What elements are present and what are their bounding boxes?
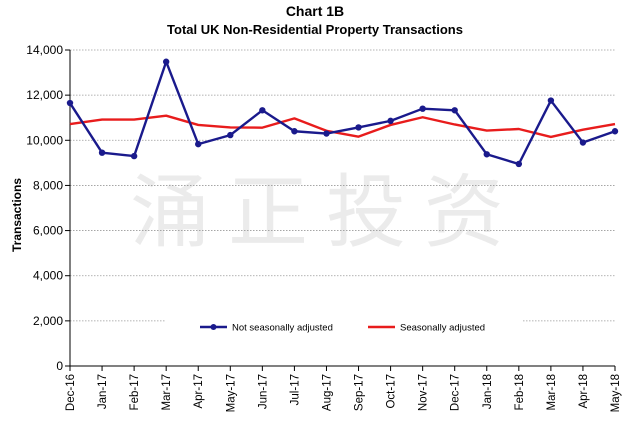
- x-tick-label: Jan-17: [97, 374, 109, 409]
- chart-title: Chart 1B: [285, 3, 345, 19]
- x-tick-label: May-17: [225, 374, 237, 412]
- x-tick-label: Dec-16: [65, 374, 77, 411]
- y-tick-label: 8,000: [33, 178, 63, 192]
- x-tick-label: Dec-17: [450, 374, 462, 411]
- x-tick-label: Mar-18: [546, 374, 558, 410]
- y-tick-label: 12,000: [26, 88, 63, 102]
- data-point: [355, 124, 362, 131]
- x-tick-label: Jan-18: [482, 374, 494, 409]
- legend-label: Not seasonally adjusted: [232, 323, 333, 334]
- y-tick-label: 14,000: [26, 43, 63, 57]
- x-tick-label: Nov-17: [418, 374, 430, 411]
- series-line: [68, 60, 616, 166]
- legend-label: Seasonally adjusted: [400, 323, 485, 334]
- series-line: [69, 114, 616, 139]
- x-tick-label: Sep-17: [354, 374, 366, 411]
- x-tick-label: Apr-18: [578, 374, 590, 409]
- x-tick-label: Mar-17: [161, 374, 173, 410]
- data-point: [323, 130, 330, 137]
- data-point: [66, 99, 74, 107]
- data-point: [611, 128, 619, 135]
- x-tick-label: Aug-17: [321, 374, 333, 411]
- x-tick-label: Feb-17: [129, 374, 141, 410]
- legend-box: [165, 315, 522, 337]
- legend-marker: [210, 324, 217, 330]
- y-tick-label: 2,000: [33, 314, 63, 328]
- data-point: [227, 131, 234, 139]
- y-tick-label: 6,000: [33, 224, 63, 238]
- data-point: [515, 160, 523, 168]
- data-point: [259, 107, 266, 114]
- data-point: [387, 117, 394, 125]
- data-point: [130, 152, 138, 160]
- data-point: [195, 140, 202, 148]
- data-point: [451, 107, 458, 114]
- data-point: [547, 97, 555, 104]
- data-point: [419, 105, 426, 112]
- chart-subtitle: Total UK Non-Residential Property Transa…: [167, 22, 463, 37]
- data-point: [98, 149, 106, 156]
- data-point: [291, 128, 298, 135]
- x-tick-label: Feb-18: [514, 374, 526, 410]
- y-tick-label: 0: [56, 359, 63, 373]
- data-point: [162, 58, 170, 65]
- y-tick-label: 4,000: [33, 269, 63, 283]
- x-tick-label: May-18: [610, 374, 622, 412]
- x-tick-label: Jul-17: [289, 374, 301, 405]
- data-point: [579, 139, 587, 146]
- watermark-text: 涌正投资: [130, 166, 522, 259]
- x-tick-label: Jun-17: [257, 374, 269, 409]
- data-point: [483, 151, 490, 158]
- x-tick-label: Oct-17: [386, 374, 398, 409]
- x-tick-label: Apr-17: [193, 374, 205, 409]
- y-tick-label: 10,000: [26, 133, 63, 147]
